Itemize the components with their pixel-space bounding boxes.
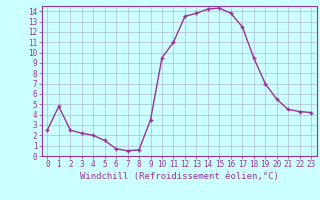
X-axis label: Windchill (Refroidissement éolien,°C): Windchill (Refroidissement éolien,°C) <box>80 172 279 181</box>
